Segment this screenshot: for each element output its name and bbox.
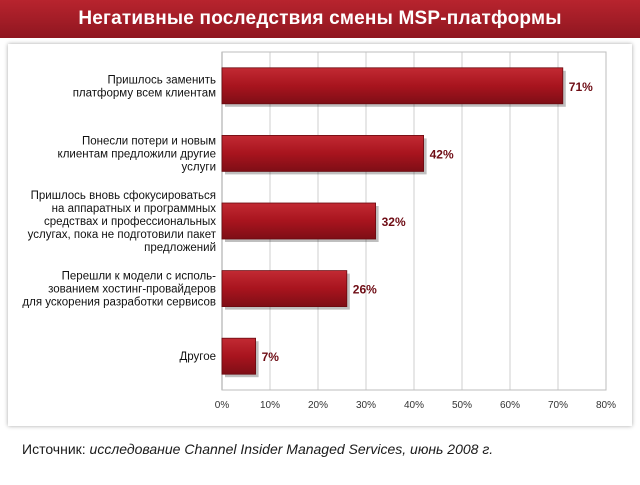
category-label-line: Понесли потери и новым — [82, 135, 216, 147]
category-label-line: услуги — [182, 161, 216, 173]
category-label-line: Пришлось вновь сфокусироваться — [31, 190, 216, 202]
title-bar: Негативные последствия смены MSP-платфор… — [0, 0, 640, 38]
source-prefix: Источник: — [22, 441, 90, 457]
x-tick-label: 40% — [404, 400, 424, 411]
category-label: Другое — [179, 351, 216, 363]
x-tick-label: 50% — [452, 400, 472, 411]
bar-value-label: 71% — [569, 80, 593, 94]
bar-value-label: 7% — [262, 350, 280, 364]
category-label-line: Перешли к модели с исполь- — [62, 271, 217, 283]
bar-value-label: 42% — [430, 147, 454, 161]
chart-panel: 71% Пришлось заменить платформу всем клиен… — [8, 44, 632, 426]
bar-1 — [222, 135, 424, 171]
source-main: исследование Channel Insider Managed Ser… — [90, 441, 403, 457]
x-tick-label: 80% — [596, 400, 616, 411]
category-label-line: Пришлось заменить — [108, 74, 217, 86]
source-note: Источник: исследование Channel Insider M… — [22, 441, 493, 457]
category-label-line: Другое — [179, 351, 216, 363]
category-label: Пришлось вновь сфокусироваться на аппарат… — [28, 190, 217, 254]
x-tick-label: 60% — [500, 400, 520, 411]
x-tick-label: 10% — [260, 400, 280, 411]
bar-2 — [222, 203, 376, 239]
category-label-line: зованием хостинг-провайдеров — [48, 284, 216, 296]
bar-value-label: 26% — [353, 283, 377, 297]
bar-4 — [222, 338, 256, 374]
category-label: Понесли потери и новым клиентам предложил… — [58, 135, 217, 173]
category-label: Пришлось заменить платформу всем клиентам — [73, 74, 216, 99]
x-axis-ticks: 0% 10% 20% 30% 40% 50% 60% 70% 80% — [215, 400, 616, 411]
category-label: Перешли к модели с исполь-зованием хости… — [22, 271, 216, 309]
category-label-line: предложений — [144, 242, 216, 254]
category-label-line: на аппаратных и программных — [52, 203, 217, 215]
category-label-line: платформу всем клиентам — [73, 87, 216, 99]
x-tick-label: 30% — [356, 400, 376, 411]
source-suffix: , июнь 2008 г. — [402, 441, 493, 457]
chart-title: Негативные последствия смены MSP-платфор… — [78, 8, 561, 30]
category-label-line: услугах, пока не подготовили пакет — [28, 229, 217, 241]
x-tick-label: 20% — [308, 400, 328, 411]
category-label-line: для ускорения разработки сервисов — [22, 297, 216, 309]
x-tick-label: 70% — [548, 400, 568, 411]
category-label-line: средствах и профессиональных — [44, 216, 216, 228]
category-label-line: клиентам предложили другие — [58, 148, 216, 160]
bar-3 — [222, 271, 347, 307]
bar-value-label: 32% — [382, 215, 406, 229]
bar-0 — [222, 68, 563, 104]
x-tick-label: 0% — [215, 400, 230, 411]
bar-chart: 71% Пришлось заменить платформу всем клиен… — [8, 44, 632, 426]
